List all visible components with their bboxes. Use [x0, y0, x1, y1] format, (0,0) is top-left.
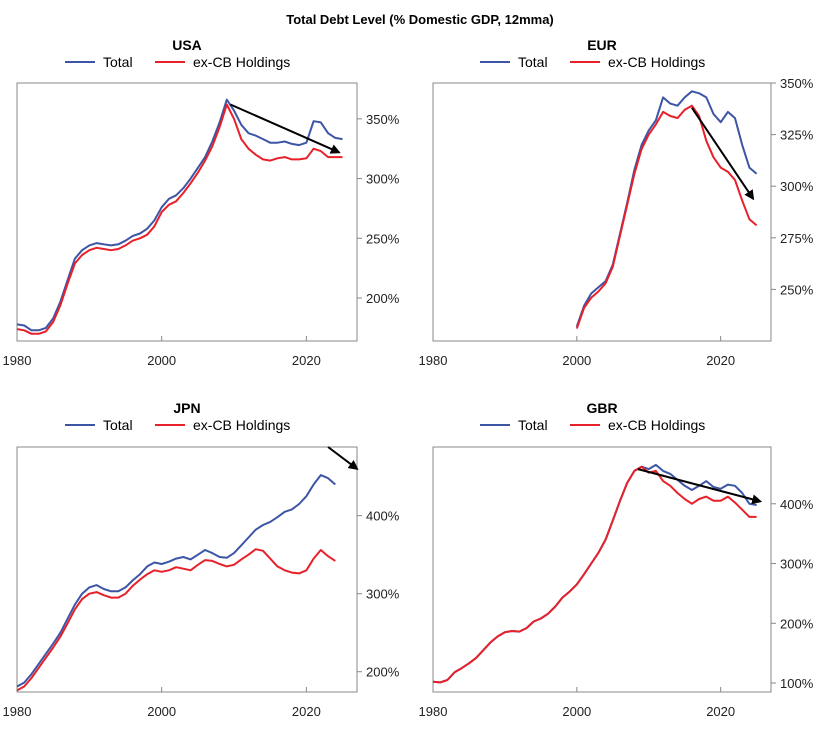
- x-tick-label-gbr: 2020: [706, 704, 735, 719]
- y-tick-label-usa: 200%: [366, 291, 400, 306]
- x-tick-label-eur: 2000: [562, 353, 591, 368]
- series-line-ex-cb-gbr: [433, 465, 757, 684]
- trend-arrow-gbr: [637, 468, 763, 505]
- y-tick-label-eur: 250%: [780, 282, 814, 297]
- legend-label-total: Total: [103, 417, 133, 433]
- legend-gbr: Total ex-CB Holdings: [480, 417, 705, 433]
- y-tick-label-eur: 275%: [780, 231, 814, 246]
- x-tick-label-gbr: 1980: [419, 704, 448, 719]
- panel-usa: USA Total ex-CB Holdings 1980 2000 2020 200% 25…: [3, 37, 400, 368]
- x-tick-label-jpn: 2000: [147, 704, 176, 719]
- legend-label-total: Total: [518, 54, 548, 70]
- panel-jpn: JPN Total ex-CB Holdings 1980 2000 2020 200% 30…: [3, 400, 400, 719]
- y-tick-label-eur: 300%: [780, 179, 814, 194]
- y-tick-label-gbr: 400%: [780, 497, 814, 512]
- plot-frame-gbr: [432, 446, 772, 693]
- trend-arrow-jpn: [327, 446, 359, 471]
- y-tick-label-jpn: 400%: [366, 509, 400, 524]
- panel-gbr: GBR Total ex-CB Holdings 1980 2000 2020 100% 20…: [419, 400, 814, 719]
- legend-label-ex-cb: ex-CB Holdings: [193, 54, 290, 70]
- series-line-total-jpn: [17, 474, 336, 688]
- trend-arrow-usa: [230, 103, 341, 154]
- legend-label-total: Total: [103, 54, 133, 70]
- y-tick-label-usa: 300%: [366, 172, 400, 187]
- x-tick-label-eur: 2020: [706, 353, 735, 368]
- legend-label-ex-cb: ex-CB Holdings: [608, 417, 705, 433]
- plot-frame-usa: [16, 82, 358, 342]
- x-tick-label-eur: 1980: [419, 353, 448, 368]
- y-tick-label-gbr: 100%: [780, 676, 814, 691]
- legend-jpn: Total ex-CB Holdings: [65, 417, 290, 433]
- panel-eur: EUR Total ex-CB Holdings 1980 2000 2020 250% 27…: [419, 37, 814, 368]
- series-line-total-usa: [17, 98, 343, 332]
- y-tick-label-jpn: 200%: [366, 665, 400, 680]
- legend-label-ex-cb: ex-CB Holdings: [193, 417, 290, 433]
- series-line-ex-cb-jpn: [17, 548, 336, 692]
- x-tick-label-usa: 2020: [292, 353, 321, 368]
- y-tick-label-gbr: 200%: [780, 616, 814, 631]
- x-tick-label-jpn: 2020: [292, 704, 321, 719]
- series-line-total-eur: [575, 90, 758, 327]
- x-tick-label-gbr: 2000: [562, 704, 591, 719]
- x-tick-label-jpn: 1980: [3, 704, 32, 719]
- y-tick-label-usa: 350%: [366, 112, 400, 127]
- legend-eur: Total ex-CB Holdings: [480, 54, 705, 70]
- legend-label-ex-cb: ex-CB Holdings: [608, 54, 705, 70]
- y-tick-label-usa: 250%: [366, 231, 400, 246]
- series-line-ex-cb-usa: [17, 103, 343, 335]
- legend-label-total: Total: [518, 417, 548, 433]
- y-tick-label-jpn: 300%: [366, 587, 400, 602]
- y-tick-label-eur: 325%: [780, 128, 814, 143]
- panel-title-gbr: GBR: [586, 400, 617, 416]
- trend-arrow-eur: [691, 107, 755, 201]
- figure-title: Total Debt Level (% Domestic GDP, 12mma): [286, 12, 554, 27]
- panel-title-jpn: JPN: [173, 400, 200, 416]
- panel-title-eur: EUR: [587, 37, 617, 53]
- series-line-ex-cb-eur: [575, 104, 758, 329]
- legend-usa: Total ex-CB Holdings: [65, 54, 290, 70]
- plot-frame-eur: [432, 82, 772, 342]
- panel-title-usa: USA: [172, 37, 202, 53]
- y-tick-label-gbr: 300%: [780, 557, 814, 572]
- plot-frame-jpn: [16, 446, 358, 693]
- x-tick-label-usa: 1980: [3, 353, 32, 368]
- x-tick-label-usa: 2000: [147, 353, 176, 368]
- y-tick-label-eur: 350%: [780, 76, 814, 91]
